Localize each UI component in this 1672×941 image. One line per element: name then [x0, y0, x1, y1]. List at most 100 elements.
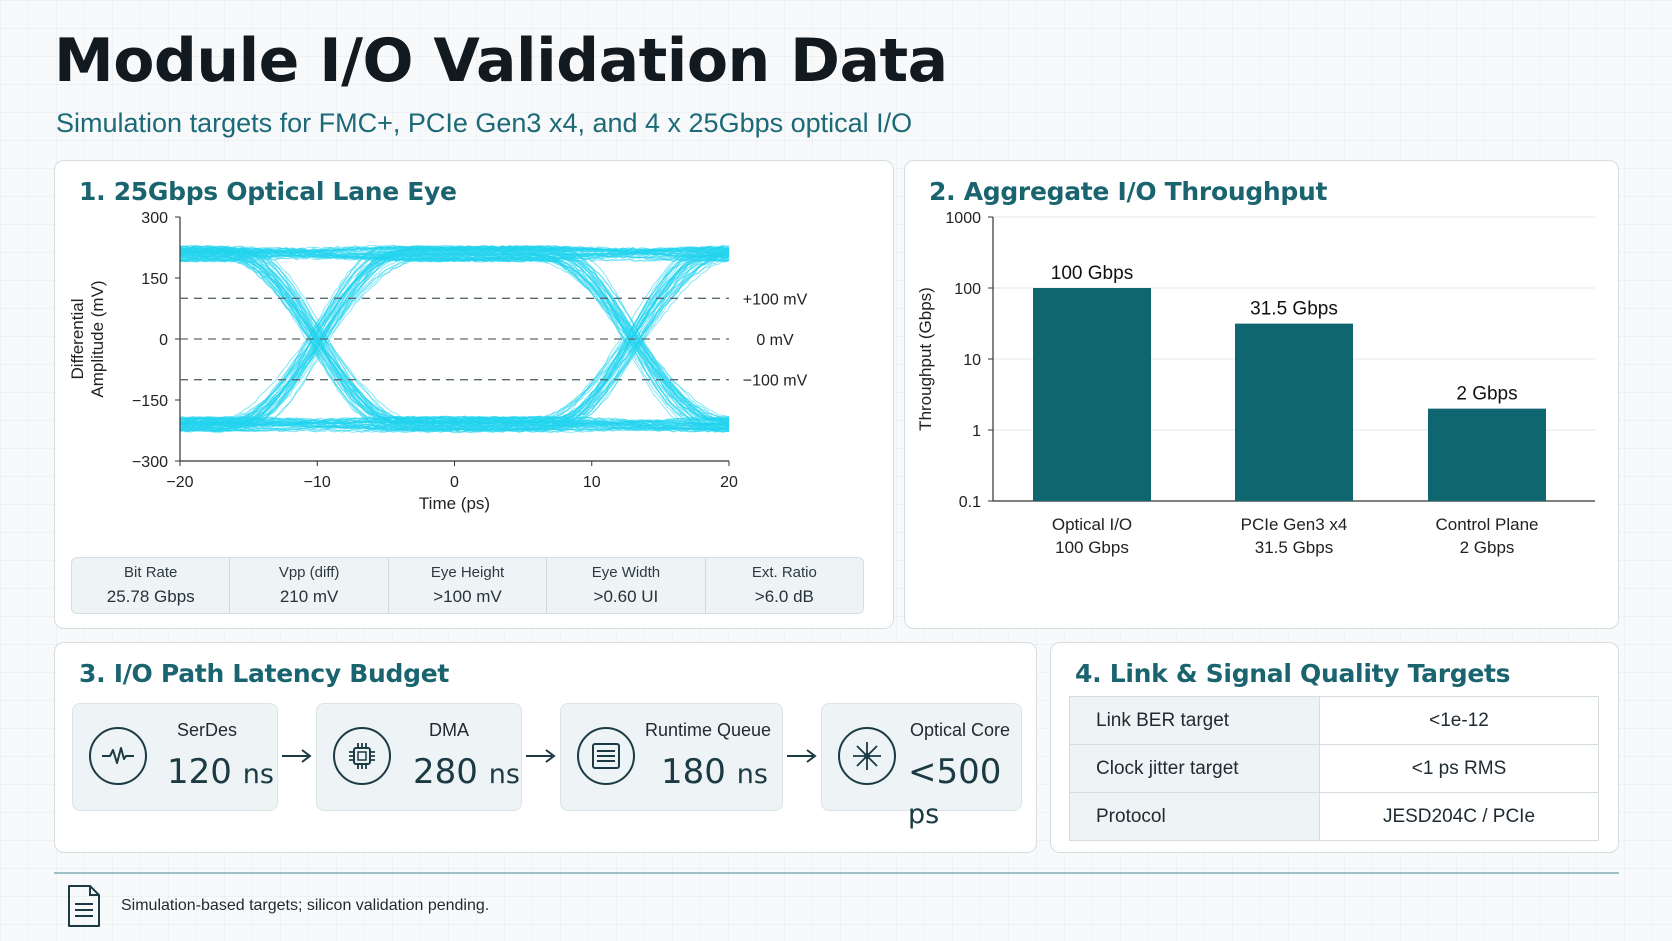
stage-label: DMA	[429, 720, 469, 740]
quality-table: Link BER target <1e-12 Clock jitter targ…	[1069, 696, 1599, 841]
eye-x-tick-label: 10	[583, 474, 601, 491]
eye-threshold-label: +100 mV	[743, 291, 808, 308]
metric-label: Bit Rate	[124, 564, 178, 581]
arrow-icon	[282, 749, 312, 763]
metric-value: >100 mV	[433, 587, 502, 606]
stage-unit: ps	[908, 799, 940, 830]
table-key: Protocol	[1069, 792, 1320, 841]
eye-trace	[179, 416, 730, 431]
stage-number: 180	[661, 752, 726, 792]
chip-icon	[333, 727, 391, 785]
table-row: Protocol JESD204C / PCIe	[1069, 792, 1599, 841]
eye-trace	[179, 417, 730, 432]
stage-label: SerDes	[177, 720, 238, 740]
throughput-panel-title: 2. Aggregate I/O Throughput	[929, 177, 1328, 206]
stage-number: 280	[413, 752, 478, 792]
eye-panel-title: 1. 25Gbps Optical Lane Eye	[79, 177, 457, 206]
eye-trace	[179, 256, 730, 424]
eye-trace	[179, 258, 730, 425]
metric-label: Eye Width	[591, 564, 661, 581]
bar-data-label: 100 Gbps	[1051, 263, 1133, 284]
metric-ext-ratio: Ext. Ratio >6.0 dB	[706, 558, 863, 613]
metric-value: 25.78 Gbps	[106, 587, 195, 606]
eye-threshold-label: −100 mV	[743, 373, 808, 390]
eye-y-tick-label: −300	[132, 454, 168, 471]
metric-eye-height: Eye Height >100 mV	[389, 558, 548, 613]
eye-trace	[179, 258, 730, 427]
throughput-panel: 2. Aggregate I/O Throughput 1000 100 10 1 0.…	[904, 160, 1619, 629]
stage-number: <500	[908, 752, 1002, 792]
metric-label: Vpp (diff)	[278, 564, 340, 581]
eye-trace	[179, 256, 730, 425]
eye-y-tick-label: −150	[132, 393, 168, 410]
bar-category-label: Optical I/O	[1052, 515, 1132, 534]
eye-trace	[179, 249, 730, 262]
page-subtitle: Simulation targets for FMC+, PCIe Gen3 x…	[56, 108, 913, 138]
eye-traces	[179, 244, 730, 434]
eye-trace	[179, 250, 730, 420]
eye-threshold-label: 0 mV	[756, 332, 794, 349]
eye-trace	[179, 246, 730, 433]
eye-trace	[179, 255, 730, 428]
metric-value: >6.0 dB	[754, 587, 814, 606]
arrow-icon	[787, 749, 817, 763]
eye-trace	[179, 254, 730, 422]
bar-y-tick-label: 100	[954, 281, 981, 298]
bar-y-tick-label: 1000	[945, 210, 981, 227]
eye-x-tick-label: 20	[720, 474, 738, 491]
stage-optical-core: Optical Core <500 ps	[821, 703, 1022, 830]
eye-y-tick-label: 300	[141, 210, 168, 227]
bar-data-label: 2 Gbps	[1456, 384, 1517, 405]
eye-trace	[179, 246, 729, 260]
eye-y-tick-label: 150	[141, 271, 168, 288]
eye-trace	[179, 250, 730, 427]
stage-number: 120	[167, 752, 232, 792]
eye-trace	[179, 245, 730, 424]
bar-y-axis-label: Throughput (Gbps)	[916, 287, 935, 431]
optical-core-icon	[838, 727, 896, 785]
queue-icon	[577, 727, 635, 785]
eye-metrics-bar: Bit Rate 25.78 Gbps Vpp (diff) 210 mV Ey…	[71, 557, 864, 614]
eye-x-axis-label: Time (ps)	[419, 494, 490, 513]
stage-value: <500 ps	[908, 752, 1021, 832]
footer-note: Simulation-based targets; silicon valida…	[121, 897, 490, 914]
bar-category-label: Control Plane	[1435, 515, 1538, 534]
stage-unit: ns	[488, 759, 520, 790]
table-value: <1 ps RMS	[1319, 744, 1599, 793]
eye-x-tick-label: −20	[166, 474, 193, 491]
eye-trace	[179, 250, 730, 425]
latency-panel: 3. I/O Path Latency Budget SerDes 120 ns…	[54, 642, 1037, 853]
bar-data-label: 31.5 Gbps	[1250, 299, 1338, 320]
table-row: Clock jitter target <1 ps RMS	[1069, 744, 1599, 793]
table-key: Clock jitter target	[1069, 744, 1320, 793]
metric-vpp: Vpp (diff) 210 mV	[230, 558, 389, 613]
bar-y-tick-label: 0.1	[959, 494, 981, 511]
bar-category-label: PCIe Gen3 x4	[1241, 515, 1348, 534]
bar-y-tick-label: 1	[972, 423, 981, 440]
eye-trace	[179, 258, 730, 431]
table-value: <1e-12	[1319, 696, 1599, 745]
eye-y-axis-label-line: Amplitude (mV)	[88, 280, 107, 397]
eye-x-tick-label: −10	[304, 474, 331, 491]
metric-label: Eye Height	[430, 564, 505, 581]
stage-value: 120 ns	[167, 752, 274, 792]
table-value: JESD204C / PCIe	[1319, 792, 1599, 841]
metric-bit-rate: Bit Rate 25.78 Gbps	[72, 558, 231, 613]
bar-category-sublabel: 100 Gbps	[1055, 538, 1129, 557]
metric-eye-width: Eye Width >0.60 UI	[547, 558, 706, 613]
eye-trace	[179, 252, 730, 434]
eye-trace	[179, 258, 730, 423]
stage-unit: ns	[242, 759, 274, 790]
throughput-bar-chart: 1000 100 10 1 0.1 Throughput (Gbps) 100 Gbps Op…	[916, 210, 1595, 557]
eye-diagram-chart: 300 150 0 −150 −300 −20 −10 0 10 20 Time (ps) Diffe…	[68, 210, 808, 513]
bar-1	[1235, 323, 1353, 501]
stage-unit: ns	[736, 759, 768, 790]
bar-2	[1428, 408, 1546, 501]
eye-trace	[179, 256, 730, 425]
eye-y-tick-label: 0	[159, 332, 168, 349]
table-key: Link BER target	[1069, 696, 1320, 745]
page-title: Module I/O Validation Data	[54, 26, 948, 96]
metric-value: 210 mV	[279, 587, 339, 606]
quality-panel: 4. Link & Signal Quality Targets Link BE…	[1050, 642, 1619, 853]
bar-0	[1033, 288, 1151, 501]
